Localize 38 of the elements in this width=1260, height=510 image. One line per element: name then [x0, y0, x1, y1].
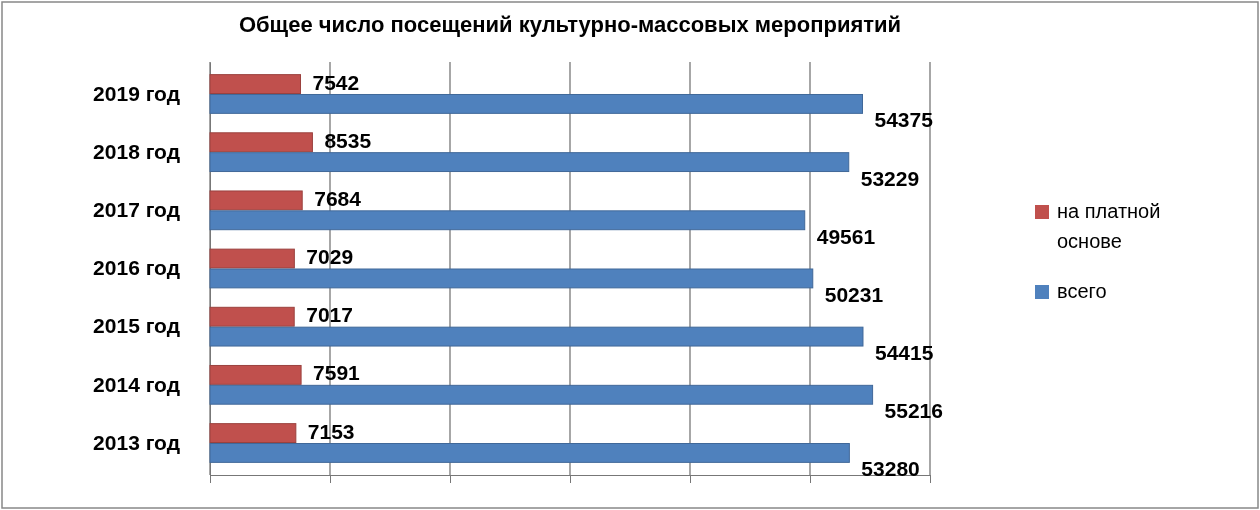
bar: [209, 326, 864, 347]
y-tick-label: 2013 год: [93, 430, 180, 454]
data-label: 54375: [874, 108, 934, 132]
data-label: 7017: [306, 303, 353, 327]
bar: [209, 152, 850, 173]
y-tick-label: 2019 год: [93, 81, 180, 105]
bar: [209, 423, 297, 444]
bar: [209, 248, 295, 269]
data-label: 49561: [816, 224, 876, 248]
data-label: 55216: [884, 399, 943, 423]
bar: [209, 93, 863, 114]
bar: [209, 364, 302, 385]
bar: [209, 210, 806, 231]
y-tick-label: 2017 год: [93, 198, 180, 222]
bar: [209, 132, 313, 153]
data-label: 53229: [860, 166, 920, 190]
bar: [209, 306, 295, 327]
bar: [209, 268, 814, 289]
bar: [209, 74, 301, 94]
chart-title: Общее число посещений культурно-массовых мероприятий: [238, 12, 902, 37]
data-label: 53280: [861, 457, 920, 481]
y-tick-label: 2018 год: [93, 139, 180, 163]
data-label: 8535: [324, 128, 372, 152]
bar: [209, 384, 874, 405]
data-label: 54415: [874, 341, 934, 365]
y-tick-label: 2014 год: [93, 372, 180, 396]
data-label: 7153: [307, 419, 355, 443]
y-tick-label: 2015 год: [93, 314, 180, 338]
data-label: 50231: [824, 282, 884, 306]
data-label: 7029: [306, 245, 354, 269]
bar: [209, 443, 850, 463]
data-label: 7684: [314, 186, 362, 210]
data-label: 7591: [313, 361, 361, 385]
bar: [209, 190, 303, 211]
legend-label: на платной основе: [1057, 200, 1161, 252]
legend-label: всего: [1057, 280, 1107, 302]
data-label: 7542: [312, 70, 360, 94]
y-tick-label: 2016 год: [93, 256, 180, 280]
